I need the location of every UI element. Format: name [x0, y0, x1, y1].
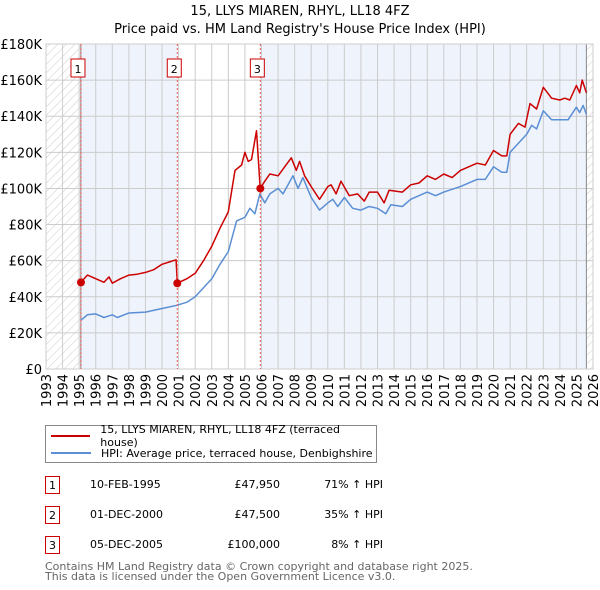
transaction-row: 1 10-FEB-1995 £47,950 71% ↑ HPI: [45, 476, 445, 494]
y-tick-label: £60K: [9, 255, 43, 270]
y-tick-label: £100K: [0, 182, 42, 197]
x-tick-label: 2001: [173, 374, 188, 407]
y-tick-label: £20K: [9, 327, 43, 342]
hatched-region-before-data: [46, 44, 81, 369]
y-tick-label: £80K: [9, 219, 43, 234]
transaction-number-badge: 1: [45, 476, 60, 494]
legend-item-hpi: HPI: Average price, terraced house, Denb…: [51, 445, 373, 461]
transaction-number-badge: 3: [45, 536, 60, 554]
x-tick-label: 2007: [272, 374, 287, 407]
transaction-price: £100,000: [227, 538, 281, 551]
sale-point: [256, 184, 265, 193]
x-tick-label: 2022: [521, 374, 536, 407]
x-tick-label: 1998: [123, 374, 138, 407]
x-tick-label: 2010: [322, 374, 337, 407]
x-tick-label: 2015: [405, 374, 420, 407]
y-tick-label: £160K: [0, 74, 42, 89]
transaction-hpi-change: 71% ↑ HPI: [324, 478, 383, 491]
plot-frame: [45, 43, 594, 370]
transaction-number-badge: 2: [45, 506, 60, 524]
x-tick-label: 2018: [454, 374, 469, 407]
transaction-hpi-change: 8% ↑ HPI: [331, 538, 383, 551]
x-tick-label: 2014: [388, 374, 403, 407]
sale-point: [76, 278, 85, 287]
x-tick-label: 2020: [488, 374, 503, 407]
transaction-price: £47,950: [234, 478, 281, 491]
transaction-price: £47,500: [234, 508, 281, 521]
y-tick-label: £180K: [0, 38, 42, 53]
x-tick-label: 2025: [570, 374, 585, 407]
x-tick-label: 2017: [438, 374, 453, 407]
legend: 15, LLYS MIAREN, RHYL, LL18 4FZ (terrace…: [45, 423, 377, 463]
x-tick-label: 1997: [106, 374, 121, 407]
chart-title: 15, LLYS MIAREN, RHYL, LL18 4FZ: [190, 4, 410, 19]
x-tick-label: 2013: [372, 374, 387, 407]
x-tick-label: 2011: [338, 374, 353, 407]
y-tick-label: £120K: [0, 146, 42, 161]
hpi-line: [80, 104, 588, 321]
transaction-date: 01-DEC-2000: [90, 508, 164, 521]
legend-swatch-blue: [51, 452, 91, 454]
sale-number-label: 3: [254, 63, 261, 76]
x-tick-label: 2008: [289, 374, 304, 407]
x-tick-label: 2000: [156, 374, 171, 407]
y-tick-label: £40K: [9, 291, 43, 306]
legend-label: HPI: Average price, terraced house, Denb…: [101, 446, 373, 460]
x-tick-label: 1999: [139, 374, 154, 407]
footer-copyright: Contains HM Land Registry data © Crown c…: [45, 560, 473, 573]
sale-number-label: 2: [171, 63, 178, 76]
price-chart: £0 £20K £40K £60K £80K £100K £120K £140K £160K £1…: [0, 38, 600, 407]
x-tick-label: 2012: [355, 374, 370, 407]
x-tick-label: 2016: [421, 374, 436, 407]
x-tick-label: 2003: [206, 374, 221, 407]
x-tick-label: 2002: [189, 374, 204, 407]
x-tick-label: 2006: [255, 374, 270, 407]
x-tick-label: 2004: [222, 374, 237, 407]
sale-number-box: [249, 58, 265, 78]
x-tick-label: 1994: [57, 374, 72, 407]
legend-item-property: 15, LLYS MIAREN, RHYL, LL18 4FZ (terrace…: [51, 423, 376, 449]
hatched-region-after-data: [586, 44, 593, 369]
x-tick-label: 1995: [73, 374, 88, 407]
x-tick-label: 2021: [504, 374, 519, 407]
legend-label: 15, LLYS MIAREN, RHYL, LL18 4FZ (terrace…: [100, 423, 340, 449]
transaction-date: 05-DEC-2005: [90, 538, 164, 551]
price-paid-line: [80, 79, 588, 284]
transaction-row: 3 05-DEC-2005 £100,000 8% ↑ HPI: [45, 536, 445, 554]
transaction-date: 10-FEB-1995: [90, 478, 161, 491]
transaction-hpi-change: 35% ↑ HPI: [324, 508, 383, 521]
legend-swatch-red: [51, 435, 91, 437]
chart-subtitle: Price paid vs. HM Land Registry's House …: [114, 22, 486, 37]
x-tick-label: 2024: [554, 374, 569, 407]
x-tick-label: 1996: [90, 374, 105, 407]
sale-number-label: 1: [74, 63, 81, 76]
x-tick-label: 2009: [305, 374, 320, 407]
transaction-row: 2 01-DEC-2000 £47,500 35% ↑ HPI: [45, 506, 445, 524]
y-tick-label: £0: [25, 363, 42, 378]
footer-licence: This data is licensed under the Open Gov…: [45, 570, 396, 583]
x-tick-label: 2023: [537, 374, 552, 407]
sale-number-box: [70, 58, 86, 78]
x-tick-label: 2005: [239, 374, 254, 407]
ownership-shading-3: [260, 44, 587, 369]
x-tick-label: 1993: [40, 374, 55, 407]
sale-number-box: [166, 58, 182, 78]
y-tick-label: £140K: [0, 110, 42, 125]
x-tick-label: 2019: [471, 374, 486, 407]
sale-point: [173, 279, 182, 288]
x-tick-label: 2026: [587, 374, 600, 407]
